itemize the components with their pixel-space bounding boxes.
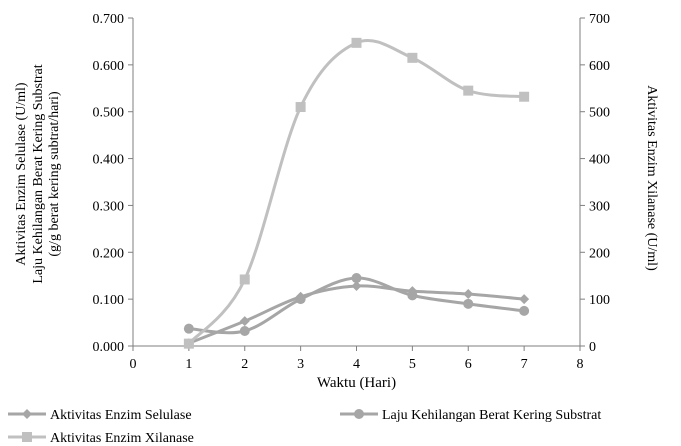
- x-tick-label: 2: [241, 357, 248, 372]
- y-left-tick-label: 0.600: [93, 59, 125, 74]
- data-point: [183, 338, 194, 349]
- y-right-tick-label: 100: [589, 293, 610, 308]
- y-left-axis-title-line: Laju Kehilangan Berat Kering Substrat: [31, 64, 46, 283]
- data-point: [351, 273, 362, 284]
- legend: Aktivitas Enzim Selulase Laju Kehilangan …: [8, 408, 601, 446]
- y-right-tick-label: 600: [589, 59, 610, 74]
- y-right-tick-label: 700: [589, 12, 610, 27]
- x-tick-label: 3: [297, 357, 304, 372]
- y-left-tick-label: 0.300: [93, 199, 125, 214]
- series-aktivitas-enzim-selulase: [183, 281, 530, 349]
- y-left-axis-title-line: Aktivitas Enzim Selulase (U/ml): [14, 82, 29, 265]
- data-point: [295, 102, 306, 113]
- y-left-tick-label: 0.000: [93, 340, 125, 355]
- data-point: [183, 323, 194, 334]
- x-tick-label: 5: [409, 357, 416, 372]
- legend-marker: [22, 432, 32, 442]
- axis-titles: Waktu (Hari) Aktivitas Enzim Selulase (U/…: [14, 64, 659, 391]
- data-point: [239, 326, 250, 337]
- x-tick-label: 6: [465, 357, 472, 372]
- y-right-tick-label: 200: [589, 246, 610, 261]
- legend-item: Aktivitas Enzim Xilanase: [8, 431, 194, 446]
- legend-marker: [354, 409, 364, 419]
- data-point: [239, 274, 250, 285]
- data-point: [407, 52, 418, 63]
- series-laju-kehilangan-berat-kering-substrat: [183, 273, 530, 337]
- data-point: [519, 305, 530, 316]
- data-point: [519, 91, 530, 102]
- y-right-axis-title: Aktivitas Enzim Xilanase (U/ml): [644, 85, 659, 271]
- x-tick-label: 4: [353, 357, 360, 372]
- legend-label: Aktivitas Enzim Xilanase: [50, 431, 194, 446]
- data-point: [519, 294, 530, 305]
- y-right-tick-label: 400: [589, 153, 610, 168]
- y-left-tick-label: 0.100: [93, 293, 125, 308]
- y-right-tick-label: 500: [589, 106, 610, 121]
- legend-item: Aktivitas Enzim Selulase: [8, 408, 192, 423]
- legend-label: Aktivitas Enzim Selulase: [50, 408, 192, 423]
- y-left-tick-label: 0.500: [93, 106, 125, 121]
- y-left-tick-label: 0.700: [93, 12, 125, 27]
- x-tick-label: 7: [521, 357, 528, 372]
- series-line: [188, 284, 525, 345]
- data-point: [351, 281, 362, 292]
- data-point: [407, 290, 418, 301]
- y-left-tick-label: 0.400: [93, 153, 125, 168]
- legend-label: Laju Kehilangan Berat Kering Substrat: [382, 408, 601, 423]
- legend-item: Laju Kehilangan Berat Kering Substrat: [340, 408, 601, 423]
- y-left-tick-label: 0.200: [93, 246, 125, 261]
- axes: 0.000 0.100 0.200 0.300 0.400 0.500 0.600 0.700…: [93, 12, 611, 372]
- y-left-axis-title-line: (g/g berat kering subtrat/hari): [47, 91, 62, 257]
- data-point: [463, 288, 474, 299]
- legend-marker: [22, 409, 32, 419]
- data-point: [463, 298, 474, 309]
- x-axis-title: Waktu (Hari): [317, 375, 396, 391]
- series-line: [187, 39, 525, 345]
- series-aktivitas-enzim-xilanase: [183, 37, 530, 349]
- x-tick-label: 0: [130, 357, 137, 372]
- data-point: [295, 294, 306, 305]
- y-right-tick-label: 300: [589, 199, 610, 214]
- x-tick-label: 1: [185, 357, 192, 372]
- x-tick-label: 8: [577, 357, 584, 372]
- data-point: [463, 85, 474, 96]
- data-point: [239, 316, 250, 327]
- data-point: [351, 37, 362, 48]
- y-right-tick-label: 0: [589, 340, 596, 355]
- series-layer: [183, 37, 530, 349]
